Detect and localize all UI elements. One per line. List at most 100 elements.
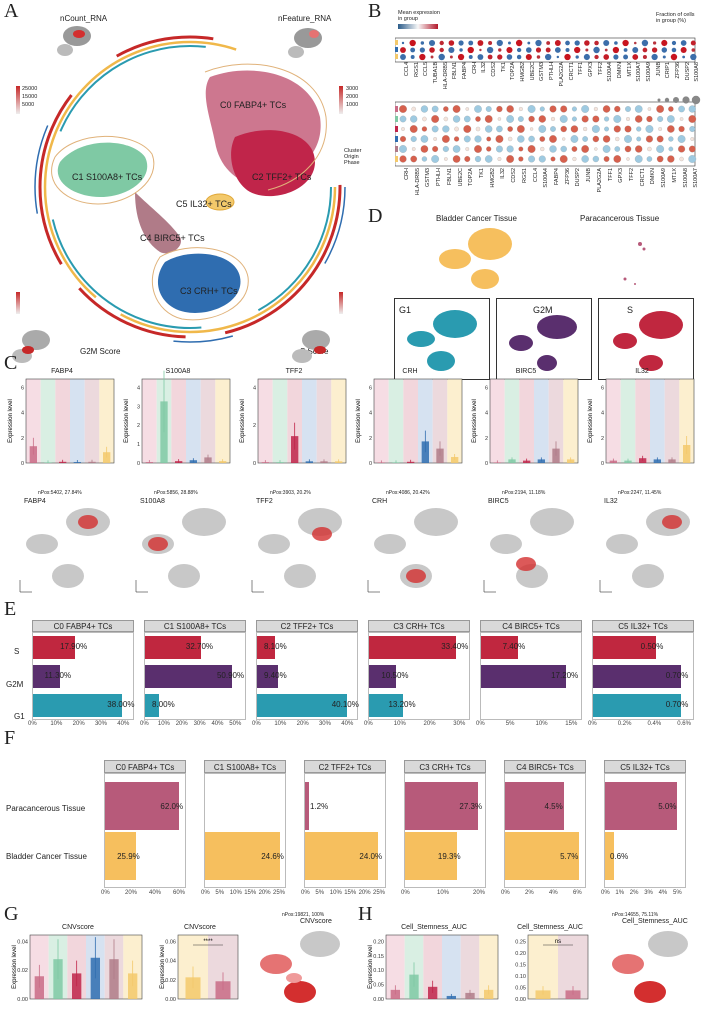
dotplot-dot [506,46,513,54]
feature-umap-stat: nPos:2247, 11.45% [618,490,662,496]
cluster-c2-blob [231,130,315,197]
dotplot-dot [594,40,599,46]
dotplot-color-scale [398,24,438,29]
phase-axis-tick: 0% [140,721,149,727]
phase-bar-s [481,636,518,659]
panel-c-il32-band [606,379,621,463]
dotplot-dot [517,116,524,122]
tissue-bar-label: 62.0% [160,802,184,811]
phase-axis-tick: 40% [211,721,224,727]
phase-axis-tick: 0% [364,721,373,727]
phase-axis-tick: 0.6% [677,721,691,727]
tissue-bar-label: 27.3% [459,802,483,811]
tissue-bar-blad [205,832,281,880]
cnv-umap [260,931,340,1003]
dotplot-dot [507,126,513,132]
phase-axis-tick: 0% [28,721,37,727]
dotplot-dot [603,39,610,47]
panel-c-fabp4-band [84,379,100,463]
dotplot-dot [560,145,567,153]
tissue-bar-para [105,782,180,830]
dotplot-bottom-row-swatch [395,156,398,162]
cnv-cluster-bar [128,973,138,999]
tissue-axis-tick: 0% [201,890,210,896]
dotplot-dot [506,54,513,60]
tissue-axis-tick: 5% [673,890,682,896]
panel-c-s100a8-plot: S100A8 0 1 2 3 4 Expression level [124,368,232,467]
dotplot-dot [540,146,545,152]
phase-axis-tick: 40% [117,721,130,727]
cluster-label-c4: C4 BIRC5+ TCs [140,233,205,243]
dotplot-dot [497,157,502,161]
panel-letter-h: H [358,903,373,925]
tissue-bar-blad [105,832,137,880]
dotplot-dot [400,54,406,60]
tissue-facet: C2 TFF2+ TCs 1.2% 24.0% 0% 5% 10% 15% 20% 25% [301,760,386,900]
dotplot-gene-label: JUNB [586,168,593,183]
dotplot-dot [613,54,619,60]
dotplot-dot [518,156,524,162]
phase-bar-g2m [257,665,279,688]
phase-bar-s [369,636,457,659]
tissue-bar-label: 5.7% [560,852,579,861]
panel-c-il32-band [664,379,680,463]
dotplot-dot [463,135,471,143]
dotplot-dot [525,47,532,53]
stemness-tissue-ytick: 0.05 [515,985,526,991]
feature-umap-stat: nPos:4086, 20.42% [386,490,430,496]
cnv-umap-title: CNVscore [300,918,332,925]
panel-letter-a: A [4,0,19,22]
dotplot-dot [602,105,611,113]
dotplot-dot [671,47,677,53]
dotplot-dot [646,115,653,123]
stemness-tissue-ytick: 0.20 [515,951,526,957]
phase-facet: C1 S100A8+ TCs 32.70% 50.90% 8.00% 0% 10% 20% 3… [140,620,246,730]
panel-c-crh-plot: CRH 0 2 4 6 Expression level [356,368,464,467]
cnv-cluster-ytick: 0.00 [17,997,28,1003]
panel-c-s100a8-bar [160,401,168,463]
dotplot-gene-label: DMKN [616,62,623,79]
dotplot-dot [678,125,685,133]
dotplot-dot [642,54,647,60]
tissue-axis-tick: 5% [315,890,325,896]
stemness-cluster-band [386,935,405,999]
panel-c-birc5-title: BIRC5 [515,368,537,375]
dotplot-dot [463,125,472,133]
dotplot-dot [613,115,622,123]
dotplot-gene-label: IL32 [500,168,507,179]
dotplot-dot [525,53,532,61]
feature-umap-gene: BIRC5 [488,498,509,505]
dotplot-dot [564,53,571,61]
feature-umap-gene: S100A8 [140,498,165,505]
dotplot-gene-label: TFF2 [597,62,604,76]
panel-c-crh-band [447,379,462,463]
dotplot-dot [602,135,611,143]
dotplot-dot [452,105,461,113]
panel-c-tff2-plot: TFF2 0 2 4 Expression level [240,368,348,467]
dotplot-gene-label: ZFP36 [564,168,571,185]
tissue-facet-title: C0 FABP4+ TCs [104,760,186,773]
dotplot-bottom-row-swatch [395,126,398,132]
panel-c-fabp4-ylabel: Expression level [8,399,14,443]
phase-axis-tick: 0.2% [617,721,632,727]
phase-axis-tick: 0.4% [647,721,662,727]
phase-facet: C0 FABP4+ TCs 17.90% 11.30% 38.00% 0% 10% 20% 3… [28,620,134,730]
phase-bar-g2m [33,665,60,688]
phase-bar-g1 [33,694,123,717]
dotplot-bottom-row-swatch [395,146,398,152]
cluster-c3-outline [151,247,249,321]
dotplot-dot [479,48,482,52]
dotplot-dot [584,40,590,46]
panel-c-crh-ytick: 0 [369,461,372,467]
dotplot-dot [484,115,493,123]
tissue-facet-title: C1 S100A8+ TCs [204,760,286,773]
phase-axis-tick: 30% [94,721,107,727]
dotplot-gene-label: HLA-DRB5 [442,62,449,90]
phase-bar-s [33,636,76,659]
dotplot-dot [549,145,557,153]
panel-c-fabp4-band [99,379,114,463]
tissue-label-bladder: Bladder Cancer Tissue [6,852,87,861]
tissue-axis-tick: 10% [229,890,242,896]
dotplot-gene-label: GSTM3 [425,168,432,187]
cluster-c1-blob [57,142,148,197]
